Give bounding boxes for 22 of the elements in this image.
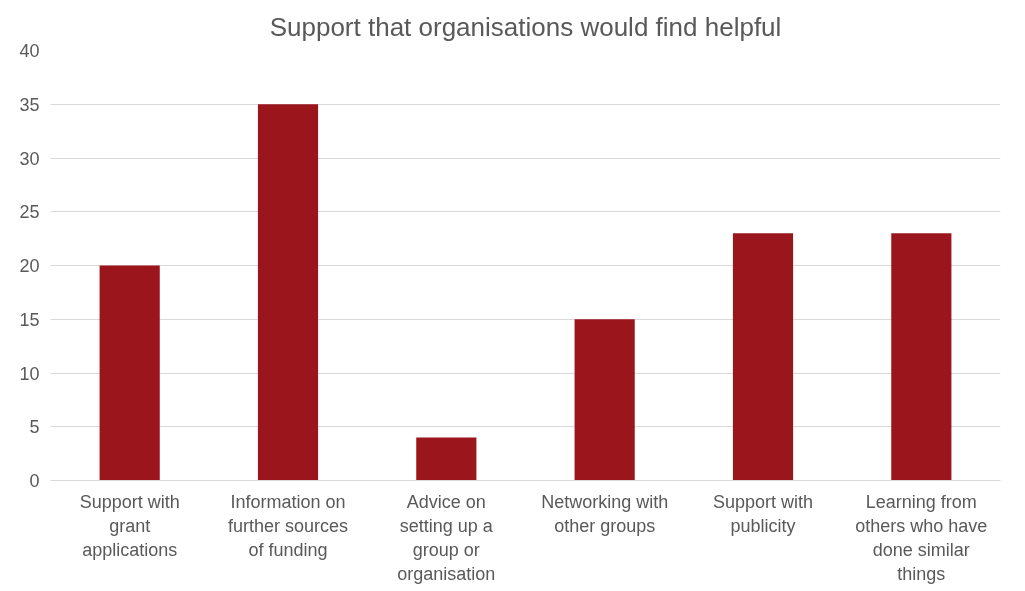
y-tick-label: 15 [19,309,40,330]
bar [891,233,952,481]
y-tick-label: 0 [29,471,40,491]
y-tick-label: 20 [19,256,40,276]
x-tick-label: Advice on setting up a group or organisation [397,491,496,584]
y-tick-label: 40 [19,41,40,61]
x-tick-label: Information on further sources of funding [227,491,349,560]
chart-title: Support that organisations would find helpful [269,11,782,42]
bar [732,233,794,481]
x-tick-label: Support with publicity [712,491,814,536]
bar [257,104,319,481]
y-tick-label: 5 [29,417,40,438]
x-tick-label: Learning from others who have done similar things [855,491,988,584]
bar [574,319,635,481]
y-tick-label: 10 [19,363,40,384]
y-tick-label: 25 [19,202,40,223]
x-tick-label: Networking with other groups [541,491,669,536]
bar [416,437,477,481]
y-tick-label: 30 [19,148,40,169]
bar [99,265,160,481]
x-tick-label: Support with grant applications [79,491,180,560]
y-tick-label: 35 [19,94,40,115]
